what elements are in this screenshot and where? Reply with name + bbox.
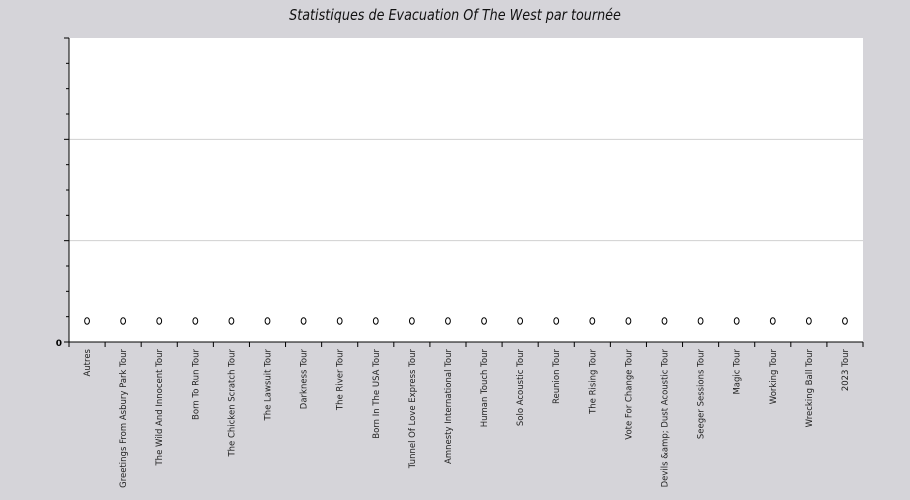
data-point [805,317,812,325]
data-point [84,317,90,325]
x-tick-label: Working Tour [769,348,779,404]
x-tick-label: Born To Run Tour [191,349,201,420]
x-tick-label: Reunion Tour [552,349,562,405]
y-tick-label: 0 [56,339,62,349]
plot-area [69,38,863,342]
data-point [769,317,776,325]
data-point [481,317,487,325]
x-tick-label: Seeger Sessions Tour [697,349,707,440]
data-point [192,317,199,325]
data-point [264,317,271,325]
data-point [300,317,307,325]
x-tick-label: The Wild And Innocent Tour [155,349,165,467]
data-point [661,317,668,325]
x-tick-label: The Lawsuit Tour [264,348,274,421]
x-tick-labels: Autres Greetings From Asbury Park Tour The… [83,348,851,487]
grid-layer [69,138,863,242]
data-point [842,317,848,325]
x-tick-label: 2023 Tour [841,349,851,392]
data-point [408,317,415,325]
data-point [228,317,235,325]
x-tick-label: The Rising Tour [588,349,598,415]
data-point [697,317,704,325]
marker-layer [84,317,848,325]
x-tick-label: Human Touch Tour [480,349,490,428]
y-tick-labels: 0 [56,339,62,349]
x-tick-label: The River Tour [336,349,346,412]
x-tick-label: Vote For Change Tour [624,349,634,440]
data-point [445,317,451,325]
data-point [156,317,163,325]
data-point [517,317,524,325]
x-tick-label: Tunnel Of Love Express Tour [408,349,418,470]
x-tick-label: The Chicken Scratch Tour [227,349,237,458]
data-point [120,317,127,325]
x-tick-label: Devils &amp; Dust Acoustic Tour [661,348,671,487]
x-tick-label: Wrecking Ball Tour [805,349,815,428]
x-tick-label: Autres [83,348,93,376]
x-tick-label: Darkness Tour [300,349,310,410]
x-tick-label: Solo Acoustic Tour [516,349,526,427]
data-point [553,317,560,325]
data-point [733,317,740,325]
data-point [372,317,379,325]
chart-title: Statistiques de Evacuation Of The West p… [289,6,621,24]
x-tick-label: Magic Tour [733,349,743,395]
x-tick-label: Born In The USA Tour [372,349,382,439]
data-point [589,317,596,325]
x-tick-label: Greetings From Asbury Park Tour [119,349,129,488]
x-tick-label: Amnesty International Tour [444,349,454,464]
data-point [625,317,632,325]
data-point [336,317,343,325]
axis-layer [64,37,864,347]
